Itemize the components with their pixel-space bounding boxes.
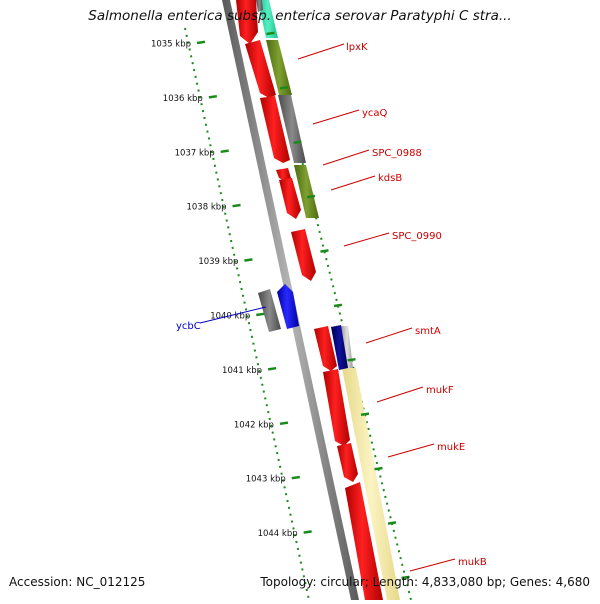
kbp-tick bbox=[267, 366, 277, 371]
gene-label-SPC_0990[interactable]: SPC_0990 bbox=[392, 231, 442, 242]
genome-summary: Topology: circular; Length: 4,833,080 bp… bbox=[260, 575, 590, 589]
gene-label-ycaQ[interactable]: ycaQ bbox=[362, 108, 388, 119]
gene-label-leader bbox=[409, 558, 456, 572]
kbp-tick-marks: 1035 kbp 1036 kbp 1037 kbp 1038 kbp 1039 kbp… bbox=[151, 40, 312, 539]
gene-ycbC-arrow bbox=[277, 284, 299, 329]
gene-label-leader bbox=[199, 306, 267, 324]
gene-SPC_0988-arrow bbox=[260, 96, 290, 163]
kbp-tick-label: 1040 kbp bbox=[210, 312, 250, 322]
kbp-tick-label: 1038 kbp bbox=[186, 203, 226, 213]
kbp-tick-label: 1041 kbp bbox=[222, 366, 262, 376]
gene-mukB-arrow bbox=[345, 482, 383, 600]
kbp-tick-label: 1039 kbp bbox=[198, 257, 238, 267]
kbp-tick bbox=[196, 40, 206, 45]
gene-label-SPC_0988[interactable]: SPC_0988 bbox=[372, 148, 422, 159]
gene-label-leader bbox=[312, 109, 360, 125]
kbp-tick bbox=[232, 203, 241, 208]
kbp-tick-label: 1044 kbp bbox=[258, 529, 298, 539]
gene-ycaQ-arrow bbox=[245, 40, 276, 98]
gene-label-smtA[interactable]: smtA bbox=[415, 326, 441, 337]
outer-tick-marks bbox=[266, 31, 410, 580]
gene-label-ycbC[interactable]: ycbC bbox=[176, 321, 201, 332]
outer-tick bbox=[347, 357, 356, 362]
gene-label-lpxK[interactable]: lpxK bbox=[346, 42, 368, 53]
outer-tick bbox=[293, 140, 302, 145]
gene-label-leader bbox=[343, 232, 390, 247]
outer-tick bbox=[401, 575, 410, 580]
kbp-tick-label: 1035 kbp bbox=[151, 40, 191, 50]
gene-label-leader bbox=[322, 149, 370, 166]
kbp-tick bbox=[244, 258, 253, 262]
cog-track bbox=[258, 0, 400, 600]
gene-ycbC-gray-block bbox=[258, 289, 281, 332]
gene-kdsB-arrow bbox=[279, 178, 301, 219]
map-title: Salmonella enterica subsp. enterica sero… bbox=[88, 8, 512, 24]
kbp-tick-label: 1036 kbp bbox=[163, 94, 203, 104]
accession-label: Accession: NC_012125 bbox=[9, 575, 146, 589]
gene-label-leader bbox=[376, 386, 424, 403]
kbp-tick bbox=[256, 312, 265, 317]
gene-SPC_0988b-arrow bbox=[276, 168, 291, 182]
gene-labels: lpxK ycaQ SPC_0988 kdsB SPC_0990 ycbC smtA mukF… bbox=[176, 42, 487, 572]
outer-tick bbox=[320, 249, 329, 253]
gene-track-forward bbox=[258, 284, 299, 332]
gene-label-leader bbox=[330, 175, 376, 191]
gene-track-reverse bbox=[236, 0, 383, 600]
kbp-tick-label: 1037 kbp bbox=[175, 148, 215, 158]
outer-tick bbox=[387, 521, 397, 525]
outer-tick bbox=[333, 303, 343, 308]
gene-top-gray-block bbox=[256, 0, 263, 12]
kbp-tick bbox=[220, 149, 229, 154]
gene-label-leader bbox=[297, 43, 345, 60]
gene-smtA-arrow bbox=[314, 326, 337, 371]
kbp-tick bbox=[279, 421, 289, 426]
outer-tick bbox=[306, 194, 316, 199]
gene-label-mukF[interactable]: mukF bbox=[426, 385, 454, 396]
gene-mukF-arrow bbox=[323, 369, 350, 446]
gene-lpxK-arrow bbox=[236, 0, 258, 44]
kbp-tick bbox=[291, 475, 300, 480]
gene-label-leader bbox=[365, 327, 413, 344]
gene-smtA-navy-block bbox=[331, 325, 348, 370]
gene-SPC_0990-arrow bbox=[291, 229, 316, 281]
kbp-tick bbox=[208, 94, 218, 99]
gene-label-kdsB[interactable]: kdsB bbox=[378, 173, 402, 184]
gene-label-leader bbox=[387, 443, 435, 458]
kbp-tick-label: 1042 kbp bbox=[234, 420, 274, 430]
gene-mukE-arrow bbox=[337, 443, 358, 482]
outer-tick-ring bbox=[261, 0, 412, 601]
outer-tick bbox=[279, 85, 289, 90]
kbp-tick-label: 1043 kbp bbox=[246, 475, 286, 485]
gene-label-mukB[interactable]: mukB bbox=[458, 557, 487, 568]
outer-tick bbox=[374, 466, 383, 471]
outer-tick bbox=[266, 31, 275, 36]
gene-label-mukE[interactable]: mukE bbox=[437, 442, 465, 453]
outer-tick bbox=[360, 412, 370, 417]
kbp-tick bbox=[303, 530, 312, 534]
